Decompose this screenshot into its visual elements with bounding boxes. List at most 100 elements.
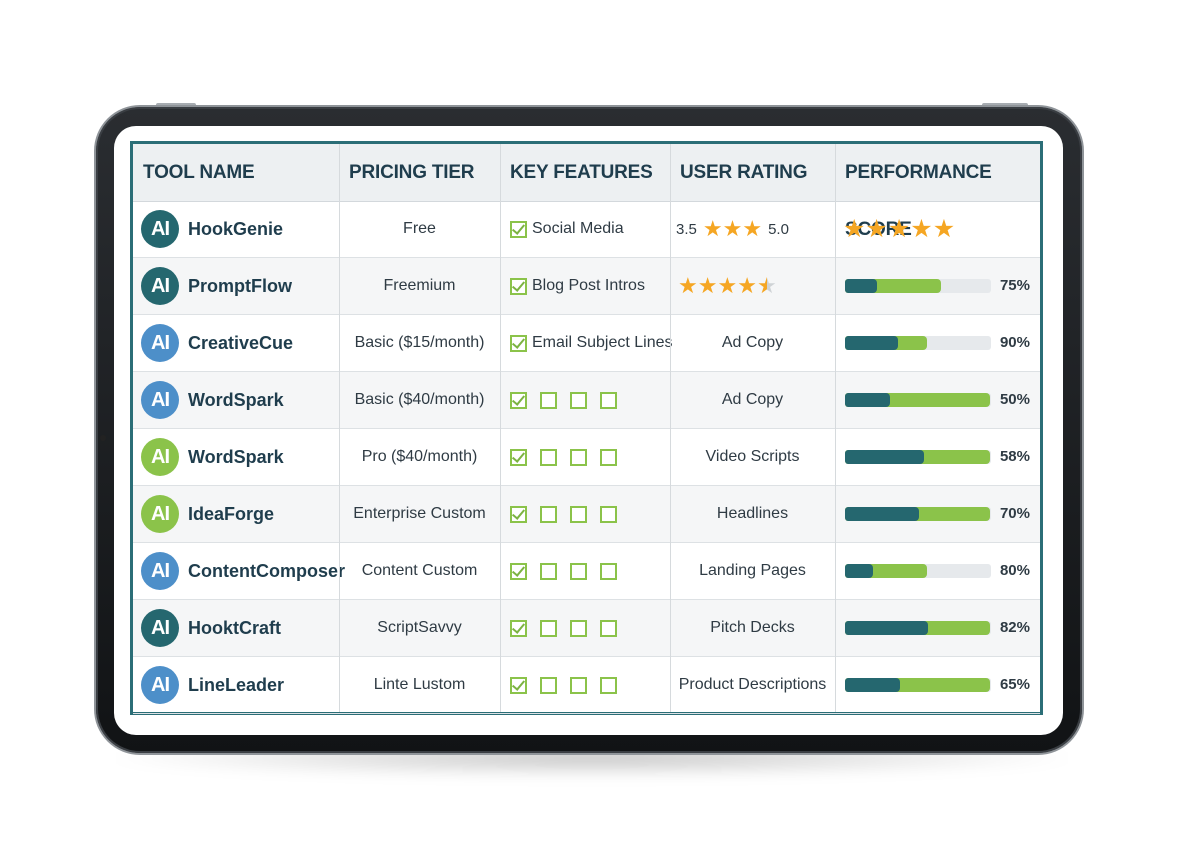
rating-high: 5.0 [768,220,789,238]
header-performance-score[interactable]: PERFORMANCE SCORE [845,162,992,240]
table-cell: AI HooktCraft [133,600,339,656]
table-cell: Content Custom [339,543,500,599]
table-row[interactable]: AI IdeaForge Enterprise Custom Headlines 70% [133,486,1040,543]
performance-bar [845,450,991,464]
table-cell: 80% [835,543,1040,599]
header-tool-name[interactable]: TOOL NAME [143,162,255,183]
checkbox-checked[interactable] [510,391,527,409]
rating-text: Pitch Decks [710,619,795,636]
checkbox-checked[interactable] [510,505,527,523]
star-icon: ★ [910,214,933,243]
table-cell: Pitch Decks [670,600,835,656]
table-cell: AI WordSpark [133,372,339,428]
checkbox-unchecked[interactable] [540,448,557,466]
rating-text: Ad Copy [721,334,784,351]
ai-logo-icon: AI [141,324,179,362]
checkbox-unchecked[interactable] [540,562,557,580]
table-cell: Free [339,201,500,257]
table-cell: 82% [835,600,1040,656]
performance-bar [845,507,991,521]
table-cell: AI CreativeCue [133,315,339,371]
header-user-rating[interactable]: USER RATING [680,162,808,183]
column-divider [670,144,671,712]
checkbox-checked[interactable] [510,277,527,295]
performance-bar-fill [845,336,898,350]
performance-percent: 50% [999,391,1030,408]
table-cell: Social Media [500,201,670,257]
checkbox-unchecked[interactable] [600,562,617,580]
header-key-features[interactable]: KEY FEATURES [510,162,653,183]
performance-percent: 80% [999,562,1030,579]
checkbox-unchecked[interactable] [570,562,587,580]
table-cell: AI LineLeader [133,657,339,713]
tool-name: WordSpark [188,446,284,467]
power-button [982,103,1028,108]
table-cell: 90% [835,315,1040,371]
checkbox-checked[interactable] [510,220,527,238]
checkbox-checked[interactable] [510,676,527,694]
checkbox-unchecked[interactable] [570,505,587,523]
performance-bar-fill [845,507,920,521]
checkbox-unchecked[interactable] [600,448,617,466]
performance-bar [845,621,991,635]
rating-text: Product Descriptions [678,676,827,693]
checkbox-unchecked[interactable] [600,619,617,637]
checkbox-unchecked[interactable] [570,391,587,409]
ai-logo-icon: AI [141,381,179,419]
table-row[interactable]: AI HookGenie Free Social Media 3.5 ★★★ 5.0 ★ ★ ★ ★… [133,201,1040,258]
performance-bar [845,336,991,350]
feature-label: Email Subject Lines [532,334,673,351]
checkbox-unchecked[interactable] [570,448,587,466]
feature-label: Blog Post Intros [532,277,645,294]
star-icon: ★ [742,215,763,241]
table-cell: Pro ($40/month) [339,429,500,485]
table-row[interactable]: AI ContentComposer Content Custom Landing P… [133,543,1040,600]
tool-name: IdeaForge [188,503,275,524]
table-cell: Headlines [670,486,835,542]
checkbox-unchecked[interactable] [600,505,617,523]
pricing-tier: Pro ($40/month) [361,448,478,465]
star-icon: ★ [887,214,911,243]
checkbox-unchecked[interactable] [570,619,587,637]
rating-text: Landing Pages [699,562,806,579]
pricing-tier: Linte Lustom [373,676,466,693]
rating-text: Headlines [716,505,789,522]
table-row[interactable]: AI HooktCraft ScriptSavvy Pitch Decks 82% [133,600,1040,657]
header-pricing-tier[interactable]: PRICING TIER [349,162,475,183]
table-row[interactable]: AI WordSpark Basic ($40/month) Ad Copy 50% [133,372,1040,429]
pricing-tier: Freemium [383,277,456,294]
checkbox-unchecked[interactable] [540,676,557,694]
table-cell: Linte Lustom [339,657,500,713]
table-row[interactable]: AI CreativeCue Basic ($15/month) Email Subj… [133,315,1040,372]
checkbox-unchecked[interactable] [540,619,557,637]
table-row[interactable]: AI LineLeader Linte Lustom Product Descript… [133,657,1040,714]
checkbox-unchecked[interactable] [540,505,557,523]
performance-percent: 90% [999,334,1030,351]
table-cell: 58% [835,429,1040,485]
performance-percent: 58% [999,448,1030,465]
table-cell: Basic ($15/month) [339,315,500,371]
star-icon: ★ [737,273,757,298]
performance-bar-fill [845,678,901,692]
performance-percent: 75% [999,277,1030,294]
checkbox-unchecked[interactable] [540,391,557,409]
table-row[interactable]: AI PromptFlow Freemium Blog Post Intros ★ ★ ★ ★… [133,258,1040,315]
checkbox-checked[interactable] [510,334,527,352]
checkbox-checked[interactable] [510,562,527,580]
tool-name: ContentComposer [188,560,345,581]
checkbox-checked[interactable] [510,619,527,637]
table-cell [500,600,670,656]
table-cell: ScriptSavvy [339,600,500,656]
table-row[interactable]: AI WordSpark Pro ($40/month) Video Scripts 5… [133,429,1040,486]
checkbox-unchecked[interactable] [600,676,617,694]
table-cell: ★ ★ ★ ★ ★ [670,258,835,314]
checkbox-checked[interactable] [510,448,527,466]
pricing-tier: Free [403,220,436,237]
table-header: TOOL NAME PRICING TIER KEY FEATURES USER… [133,144,1040,240]
checkbox-unchecked[interactable] [600,391,617,409]
table-cell: Freemium [339,258,500,314]
rating-text: Video Scripts [705,448,800,465]
performance-bar [845,678,991,692]
checkbox-unchecked[interactable] [570,676,587,694]
table-cell: Ad Copy [670,372,835,428]
